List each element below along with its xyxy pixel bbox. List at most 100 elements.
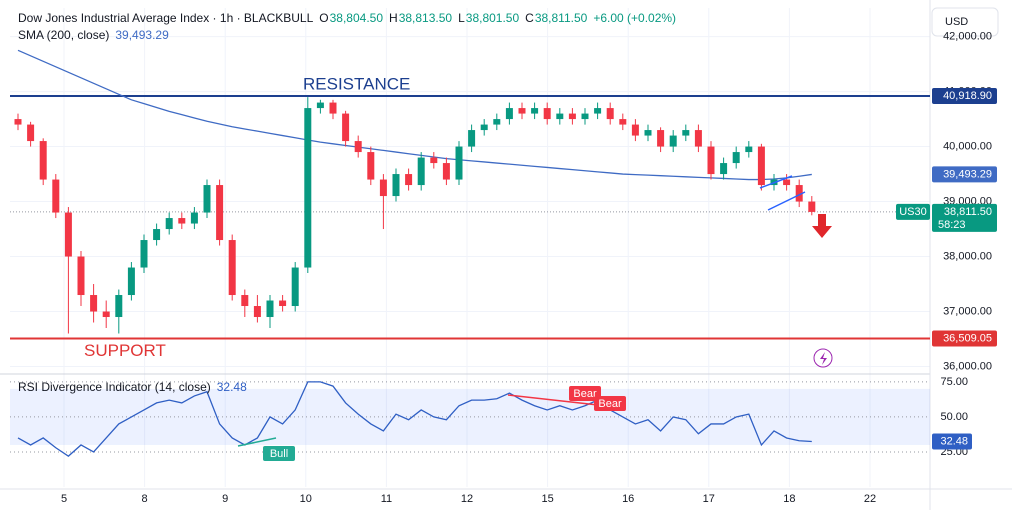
candle-body bbox=[795, 185, 803, 202]
ohlc-value: 38,804.50 bbox=[330, 11, 384, 25]
countdown-text: 58:23 bbox=[938, 219, 966, 231]
candle-body bbox=[127, 267, 135, 296]
candle-body bbox=[27, 124, 35, 142]
candle-body bbox=[266, 300, 274, 318]
wedge-line bbox=[767, 191, 806, 211]
y-tick-label: 37,000.00 bbox=[943, 305, 992, 317]
rsi-badge bbox=[932, 433, 972, 450]
y-tick-label: 40,000.00 bbox=[943, 140, 992, 152]
candle-body bbox=[316, 102, 324, 109]
candle-body bbox=[253, 306, 261, 318]
bull-divergence bbox=[237, 437, 277, 447]
sma-legend-name: SMA (200, close) bbox=[18, 28, 109, 42]
candle-body bbox=[405, 174, 413, 186]
sma-badge-text: 39,493.29 bbox=[943, 168, 992, 180]
candle-body bbox=[203, 185, 211, 213]
candle-body bbox=[329, 102, 337, 114]
candle-body bbox=[392, 174, 400, 197]
candle-body bbox=[354, 141, 362, 153]
rsi-legend-value: 32.48 bbox=[217, 380, 247, 394]
signal-label: Bull bbox=[270, 448, 288, 460]
x-tick-label: 11 bbox=[381, 493, 392, 505]
candle-body bbox=[631, 124, 639, 136]
candle-body bbox=[644, 130, 652, 136]
candle-body bbox=[594, 108, 602, 114]
candle-body bbox=[115, 295, 123, 318]
candle-body bbox=[14, 119, 22, 125]
y-tick-label: 38,000.00 bbox=[943, 250, 992, 262]
ohlc-value: 38,801.50 bbox=[466, 11, 520, 25]
sma-legend-value: 39,493.29 bbox=[115, 28, 169, 42]
signal-label-bg bbox=[263, 446, 295, 461]
candle-body bbox=[505, 108, 513, 120]
currency-button[interactable] bbox=[931, 7, 999, 37]
candle-body bbox=[669, 135, 677, 147]
x-tick-label: 5 bbox=[61, 493, 67, 505]
candle-body bbox=[442, 163, 450, 180]
signal-label-bg bbox=[569, 386, 601, 401]
candle-body bbox=[543, 108, 551, 120]
candle-body bbox=[140, 240, 148, 268]
signal-label-bg bbox=[594, 396, 626, 411]
candle-body bbox=[556, 113, 564, 120]
x-tick-label: 9 bbox=[222, 493, 228, 505]
last-price-text: 38,811.50 bbox=[944, 206, 992, 218]
candle-body bbox=[455, 146, 463, 180]
candle-body bbox=[468, 130, 476, 147]
candle-body bbox=[165, 218, 173, 230]
candle-body bbox=[279, 300, 287, 307]
candle-body bbox=[52, 179, 60, 213]
candle-body bbox=[745, 146, 753, 153]
ohlc-key: L bbox=[458, 11, 465, 25]
candle-body bbox=[732, 152, 740, 164]
candle-body bbox=[430, 157, 438, 164]
candle-body bbox=[39, 141, 47, 180]
event-bolt bbox=[820, 352, 827, 365]
x-tick-label: 8 bbox=[142, 493, 148, 505]
ohlc-value: 38,811.50 bbox=[535, 11, 588, 25]
rsi-badge-text: 32.48 bbox=[940, 435, 968, 447]
rsi-legend-name: RSI Divergence Indicator (14, close) bbox=[18, 380, 211, 394]
y-tick-label: 42,000.00 bbox=[943, 30, 992, 42]
candle-body bbox=[606, 108, 614, 120]
candle-body bbox=[720, 163, 728, 175]
candle-body bbox=[757, 146, 765, 186]
x-tick-label: 10 bbox=[300, 493, 312, 505]
y-tick-label: 36,000.00 bbox=[943, 360, 992, 372]
candle-body bbox=[619, 119, 627, 125]
bear-divergence bbox=[507, 394, 599, 406]
x-tick-label: 18 bbox=[783, 493, 795, 505]
ohlc-key: C bbox=[525, 11, 534, 25]
candle-body bbox=[518, 108, 526, 114]
x-tick-label: 15 bbox=[541, 493, 553, 505]
candle-body bbox=[178, 218, 186, 224]
wedge-line bbox=[759, 175, 793, 189]
x-tick-label: 12 bbox=[461, 493, 473, 505]
currency-label: USD bbox=[945, 16, 968, 28]
candle-body bbox=[657, 130, 665, 147]
support-label: SUPPORT bbox=[84, 341, 166, 360]
candle-body bbox=[342, 113, 350, 142]
sma-badge bbox=[932, 166, 997, 183]
candle-body bbox=[153, 229, 161, 241]
candle-body bbox=[241, 295, 249, 307]
signal-label: Bear bbox=[598, 398, 622, 410]
candle-body bbox=[216, 185, 224, 241]
candle-body bbox=[379, 179, 387, 197]
rsi-tick-label: 75.00 bbox=[940, 376, 968, 388]
candle-body bbox=[304, 108, 312, 268]
symbol-text: US30 bbox=[899, 206, 927, 218]
down-arrow bbox=[812, 214, 832, 238]
resistance-badge bbox=[932, 88, 997, 105]
candle-body bbox=[190, 212, 198, 224]
candle-body bbox=[682, 130, 690, 136]
last-price-badge bbox=[932, 203, 997, 232]
candle-body bbox=[694, 130, 702, 147]
candle-body bbox=[493, 119, 501, 125]
support-badge-text: 36,509.05 bbox=[943, 332, 992, 344]
candle-body bbox=[367, 152, 375, 180]
ohlc-key: O bbox=[319, 11, 328, 25]
resistance-label: RESISTANCE bbox=[303, 75, 410, 94]
